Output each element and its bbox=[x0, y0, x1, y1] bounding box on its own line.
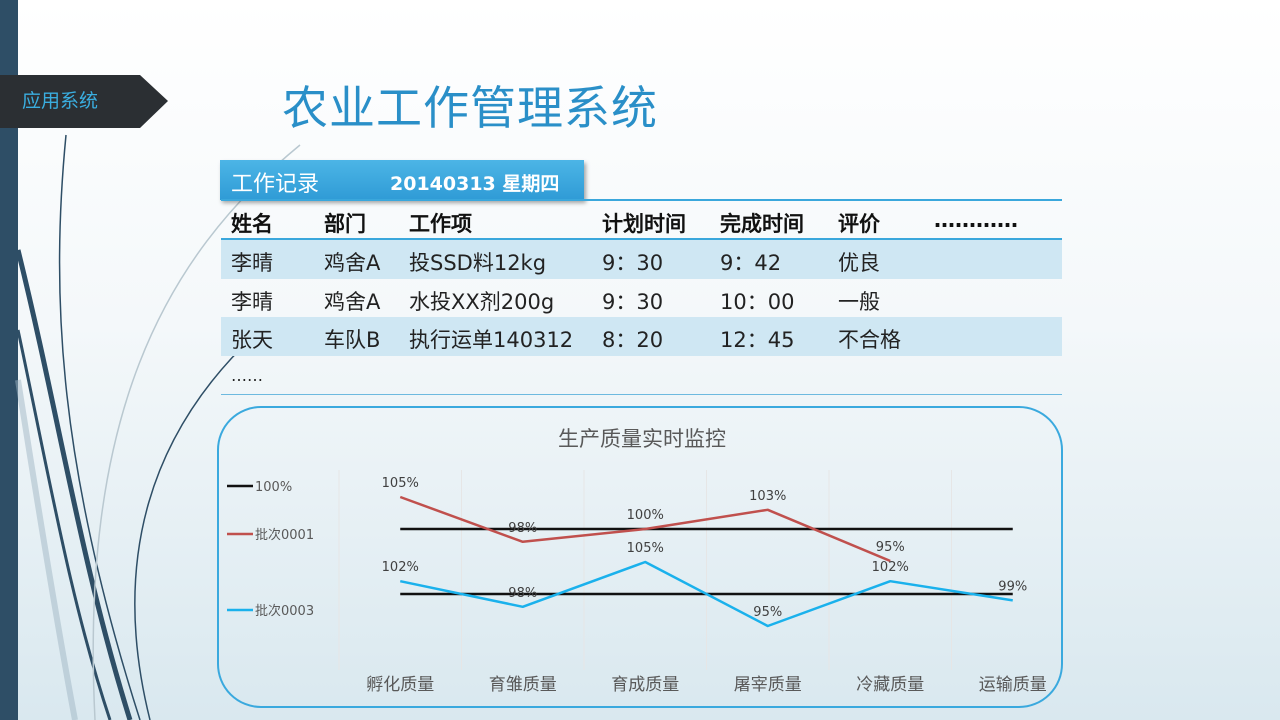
column-header-more: ………… bbox=[934, 208, 1018, 232]
cell-department: 鸡舍A bbox=[324, 289, 381, 314]
x-tick-label: 屠宰质量 bbox=[734, 675, 802, 695]
cell-evaluation: 不合格 bbox=[838, 328, 901, 352]
cell-department: 鸡舍A bbox=[324, 251, 381, 275]
x-tick-label: 育成质量 bbox=[611, 675, 679, 695]
cell-finish-time: 12：45 bbox=[720, 328, 795, 352]
series-line-批次0003 bbox=[399, 560, 1013, 628]
cell-planned-time: 8：20 bbox=[602, 328, 664, 352]
cell-evaluation: 优良 bbox=[838, 251, 880, 275]
data-label: 102% bbox=[382, 560, 419, 575]
data-label: 99% bbox=[998, 579, 1027, 594]
cell-finish-time: 9：42 bbox=[720, 251, 782, 275]
table-row[interactable]: 李晴 鸡舍A 水投XX剂200g 9：30 10：00 一般 bbox=[221, 279, 1062, 318]
decorative-curves bbox=[15, 134, 301, 720]
legend-label: 100% bbox=[255, 480, 292, 495]
cell-finish-time: 10：00 bbox=[720, 289, 795, 314]
x-tick-label: 孵化质量 bbox=[366, 675, 434, 695]
table-header-row: 姓名 部门 工作项 计划时间 完成时间 评价 ………… bbox=[221, 199, 1062, 240]
column-header-evaluation: 评价 bbox=[838, 212, 880, 236]
cell-task: 水投XX剂200g bbox=[409, 289, 555, 314]
table-row-ellipsis: …… bbox=[221, 356, 1062, 395]
work-record-table: 姓名 部门 工作项 计划时间 完成时间 评价 ………… 李晴 鸡舍A 投SSD料… bbox=[221, 199, 1062, 395]
data-label: 105% bbox=[627, 541, 664, 556]
page-title: 农业工作管理系统 bbox=[282, 81, 658, 135]
column-header-name: 姓名 bbox=[231, 212, 273, 236]
data-label: 98% bbox=[508, 521, 537, 536]
cell-planned-time: 9：30 bbox=[602, 251, 664, 275]
data-label: 102% bbox=[872, 560, 909, 575]
table-row[interactable]: 李晴 鸡舍A 投SSD料12kg 9：30 9：42 优良 bbox=[221, 240, 1062, 279]
column-header-task: 工作项 bbox=[409, 212, 472, 236]
quality-monitor-chart: 生产质量实时监控孵化质量 育雏质量 育成质量 屠宰质量 冷藏质量 运输质量 105% 98% 1… bbox=[217, 406, 1063, 708]
data-label: 105% bbox=[382, 476, 419, 491]
legend-label: 批次0001 bbox=[255, 527, 314, 543]
cell-evaluation: 一般 bbox=[838, 289, 880, 314]
section-tag[interactable]: 应用系统 bbox=[0, 75, 168, 128]
cell-ellipsis: …… bbox=[231, 365, 263, 385]
data-label: 100% bbox=[627, 508, 664, 523]
x-tick-label: 育雏质量 bbox=[489, 675, 557, 695]
chart-title: 生产质量实时监控 bbox=[558, 427, 726, 451]
data-label: 98% bbox=[508, 586, 537, 601]
x-tick-label: 运输质量 bbox=[979, 675, 1047, 695]
left-accent-bar bbox=[0, 0, 18, 720]
cell-name: 李晴 bbox=[231, 289, 273, 314]
column-header-planned-time: 计划时间 bbox=[602, 212, 686, 236]
cell-name: 张天 bbox=[231, 328, 273, 352]
cell-name: 李晴 bbox=[231, 251, 273, 275]
work-record-label: 工作记录 bbox=[231, 172, 320, 197]
cell-task: 投SSD料12kg bbox=[409, 251, 547, 275]
work-record-header: 工作记录 20140313 星期四 bbox=[220, 160, 584, 200]
cell-planned-time: 9：30 bbox=[602, 289, 664, 314]
data-label: 103% bbox=[749, 489, 786, 504]
table-row[interactable]: 张天 车队B 执行运单140312 8：20 12：45 不合格 bbox=[221, 317, 1062, 356]
column-header-department: 部门 bbox=[324, 212, 366, 236]
cell-department: 车队B bbox=[324, 328, 381, 352]
data-label: 95% bbox=[753, 605, 782, 620]
x-tick-label: 冷藏质量 bbox=[856, 675, 924, 695]
data-label: 95% bbox=[876, 540, 905, 555]
legend-label: 批次0003 bbox=[255, 603, 314, 619]
work-record-date: 20140313 星期四 bbox=[390, 173, 560, 195]
cell-task: 执行运单140312 bbox=[409, 328, 574, 352]
column-header-finish-time: 完成时间 bbox=[720, 212, 804, 236]
series-line-批次0001 bbox=[399, 495, 891, 563]
